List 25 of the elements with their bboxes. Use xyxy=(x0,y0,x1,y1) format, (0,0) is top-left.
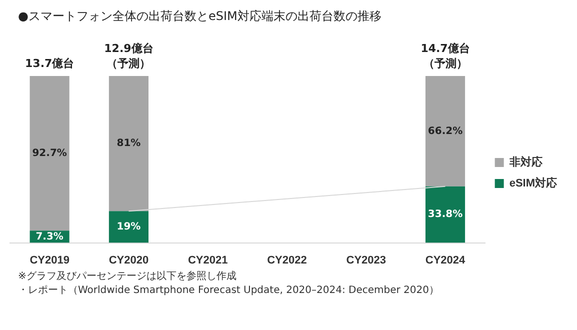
x-tick-label: CY2024 xyxy=(425,254,466,266)
data-label: 7.3% xyxy=(36,231,64,242)
bar xyxy=(30,76,70,231)
x-tick-label: CY2020 xyxy=(108,254,149,266)
x-tick-label: CY2023 xyxy=(346,254,386,266)
x-tick-label: CY2021 xyxy=(188,254,228,266)
bar xyxy=(425,186,466,243)
x-tick-label: CY2019 xyxy=(30,254,70,266)
data-label: 19% xyxy=(116,222,141,233)
annotation: 13.7億台 xyxy=(25,56,74,70)
annotation: 12.9億台（予測） xyxy=(104,42,154,70)
text: ※グラフ及びパーセンテージは以下を参照し作成 xyxy=(18,271,236,282)
bar xyxy=(425,76,466,186)
bar xyxy=(108,211,148,243)
text: ・レポート（Worldwide Smartphone Forecast Update, 2020–2024: December 2020） xyxy=(18,285,440,296)
data-label: 33.8% xyxy=(428,209,463,220)
legend-label: 非対応 xyxy=(508,156,544,169)
data-label: 92.7% xyxy=(32,148,67,159)
chart-title: ●スマートフォン全体の出荷台数とeSIM対応端末の出荷台数の推移 xyxy=(18,8,382,25)
legend-label: eSIM対応 xyxy=(509,176,558,190)
data-label: 81% xyxy=(116,138,141,150)
x-tick-label: CY2022 xyxy=(267,254,307,266)
bar xyxy=(108,76,148,212)
data-label: 66.2% xyxy=(428,126,463,137)
annotation: 14.7億台（予測） xyxy=(420,42,470,70)
